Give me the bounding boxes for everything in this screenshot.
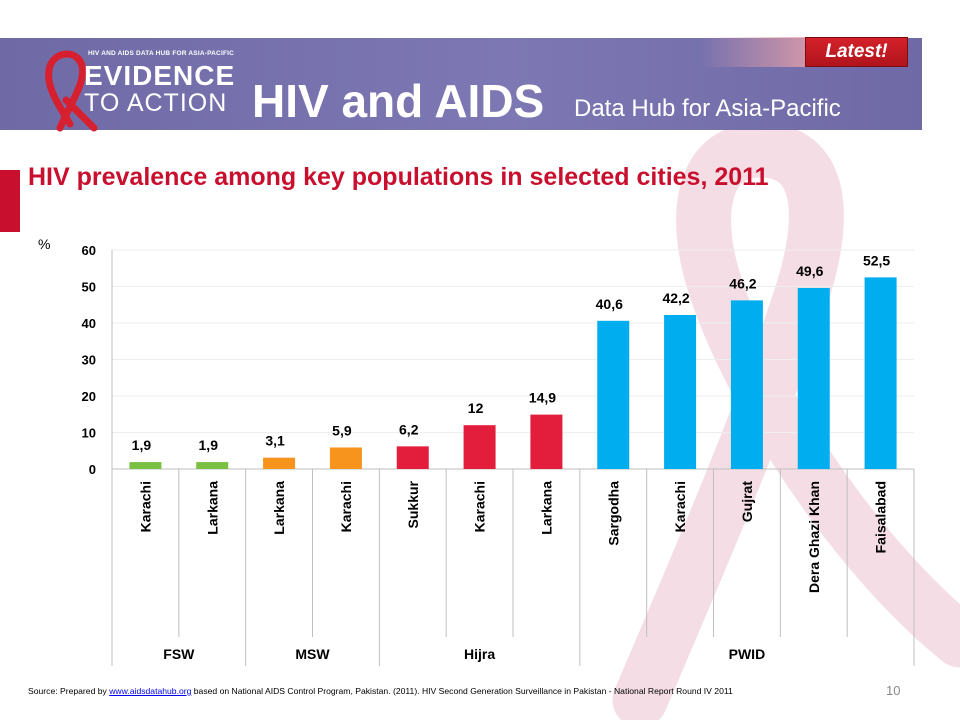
y-tick-label: 10	[82, 426, 96, 441]
y-tick-label: 50	[82, 280, 96, 295]
bar	[530, 414, 563, 469]
data-label: 40,6	[596, 296, 623, 312]
x-tick-label: Larkana	[271, 481, 287, 535]
latest-button[interactable]: Latest!	[805, 37, 908, 67]
data-label: 1,9	[199, 437, 219, 453]
data-label: 5,9	[332, 422, 352, 438]
x-tick-label: Karachi	[472, 481, 488, 532]
chart-title: HIV prevalence among key populations in …	[28, 163, 769, 191]
data-label: 49,6	[796, 263, 823, 279]
x-tick-label: Sukkur	[405, 480, 421, 528]
bar	[463, 425, 496, 469]
bar	[263, 457, 296, 469]
group-label: PWID	[729, 646, 766, 662]
bar	[329, 447, 362, 469]
latest-glow	[700, 37, 806, 67]
title-accent-bar	[0, 170, 20, 232]
y-tick-label: 60	[82, 243, 96, 258]
bar	[196, 462, 229, 469]
page-number: 10	[886, 683, 901, 698]
data-label: 3,1	[265, 433, 285, 449]
x-tick-label: Karachi	[137, 481, 153, 532]
data-label: 42,2	[662, 290, 689, 306]
group-label: MSW	[295, 646, 330, 662]
x-tick-label: Dera Ghazi Khan	[806, 481, 822, 593]
x-tick-label: Faisalabad	[873, 481, 889, 553]
site-title: HIV and AIDS	[252, 75, 545, 127]
x-tick-label: Sargodha	[605, 481, 621, 546]
red-ribbon-logo-icon	[45, 50, 98, 132]
group-label: FSW	[163, 646, 195, 662]
group-label: Hijra	[464, 646, 495, 662]
bar	[730, 300, 763, 469]
data-label: 12	[468, 400, 484, 416]
source-rest: based on National AIDS Control Program, …	[193, 686, 733, 696]
x-tick-label: Karachi	[672, 481, 688, 532]
bar	[597, 320, 630, 469]
y-tick-label: 40	[82, 316, 96, 331]
bar	[864, 277, 897, 469]
source-link[interactable]: www.aidsdatahub.org	[109, 686, 192, 696]
logo-word-evidence: EVIDENCE	[84, 60, 236, 91]
x-tick-label: Larkana	[538, 481, 554, 535]
y-tick-label: 30	[82, 353, 96, 368]
x-tick-label: Karachi	[338, 481, 354, 532]
y-tick-label: 20	[82, 389, 96, 404]
y-tick-label: 0	[89, 462, 96, 477]
source-prefix: Source: Prepared by	[28, 686, 107, 696]
logo-word-to-action: TO ACTION	[84, 89, 228, 117]
x-tick-label: Larkana	[204, 481, 220, 535]
data-label: 1,9	[132, 437, 152, 453]
source-note: Source: Prepared by www.aidsdatahub.org …	[28, 686, 873, 697]
logo-tagline: HIV AND AIDS DATA HUB FOR ASIA-PACIFIC	[88, 50, 235, 57]
bar	[797, 287, 830, 469]
x-tick-label: Gujrat	[739, 481, 755, 523]
data-label: 14,9	[529, 390, 556, 406]
data-label: 52,5	[863, 252, 890, 268]
y-axis-label: %	[38, 236, 50, 252]
site-subtitle: Data Hub for Asia-Pacific	[574, 95, 841, 122]
bar	[129, 462, 162, 469]
data-label: 46,2	[729, 275, 756, 291]
bar	[664, 314, 697, 469]
data-label: 6,2	[399, 421, 419, 437]
bar	[396, 446, 429, 469]
